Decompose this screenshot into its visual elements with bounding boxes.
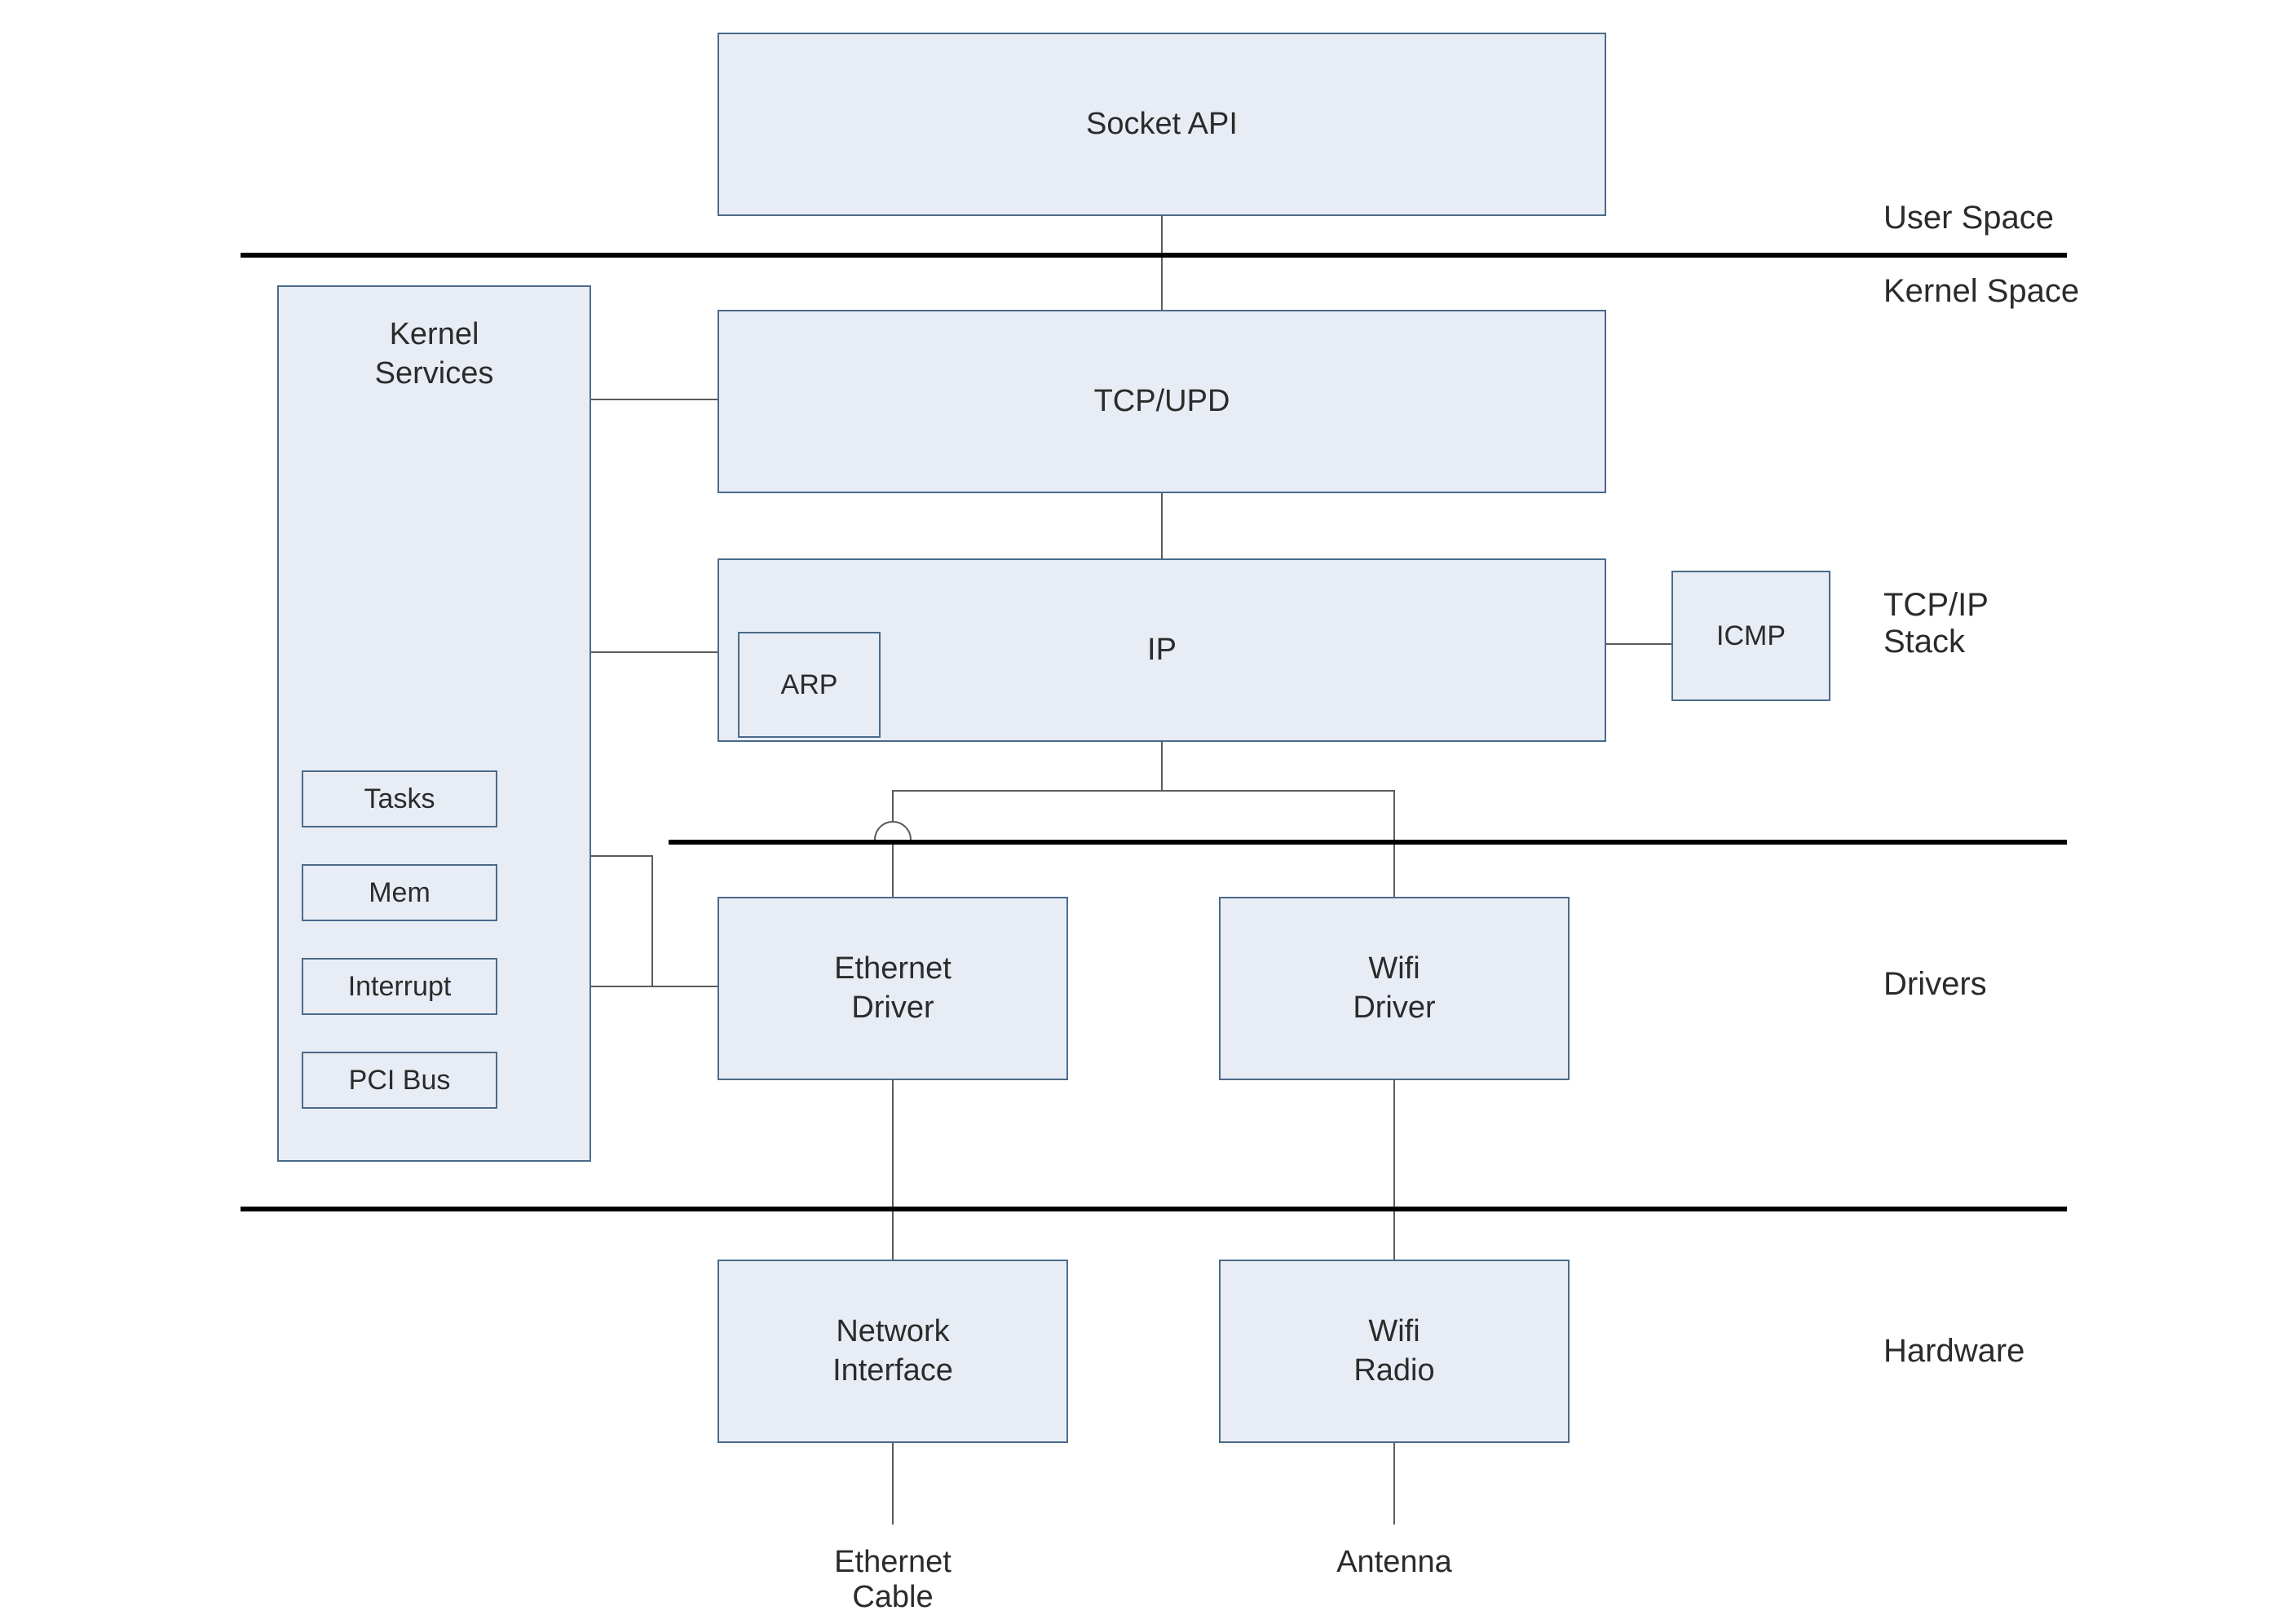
node-icmp-label: ICMP [1716, 619, 1786, 654]
section-label-tcpip_stack: TCP/IP Stack [1883, 587, 1989, 660]
node-wifi_driver-label: Wifi Driver [1353, 950, 1435, 1027]
section-label-kernel_space: Kernel Space [1883, 273, 2079, 310]
node-ip-label: IP [1147, 631, 1177, 670]
node-arp: ARP [738, 632, 881, 738]
section-label-drivers: Drivers [1883, 966, 1987, 1003]
node-wifi_radio: Wifi Radio [1219, 1260, 1570, 1443]
node-mem-label: Mem [369, 876, 430, 911]
node-tcp_udp-label: TCP/UPD [1094, 382, 1230, 421]
divider-1 [669, 840, 2067, 845]
node-interrupt: Interrupt [302, 958, 497, 1015]
node-network_iface-label: Network Interface [832, 1313, 953, 1390]
edge-3 [893, 742, 1162, 897]
node-ethernet_driver-label: Ethernet Driver [834, 950, 952, 1027]
section-label-hardware: Hardware [1883, 1333, 2024, 1370]
node-kernel_services: Kernel Services [277, 285, 591, 1162]
divider-0 [241, 253, 2067, 258]
divider-2 [241, 1207, 2067, 1211]
node-pci_bus: PCI Bus [302, 1052, 497, 1109]
node-tasks-label: Tasks [364, 782, 435, 817]
node-tasks: Tasks [302, 770, 497, 827]
node-mem: Mem [302, 864, 497, 921]
diagram-canvas: Kernel Services IP Socket API TCP/UPD ARP ICM… [0, 0, 2296, 1505]
node-wifi_driver: Wifi Driver [1219, 897, 1570, 1080]
node-pci_bus-label: PCI Bus [349, 1063, 451, 1098]
node-network_iface: Network Interface [718, 1260, 1068, 1443]
node-socket_api: Socket API [718, 33, 1606, 216]
section-label-user_space: User Space [1883, 200, 2054, 236]
terminal-label-antenna: Antenna [1336, 1545, 1452, 1580]
node-interrupt-label: Interrupt [348, 969, 452, 1004]
terminal-label-ethernet_cable: Ethernet Cable [834, 1545, 952, 1615]
node-wifi_radio-label: Wifi Radio [1353, 1313, 1434, 1390]
node-kernel_services-label: Kernel Services [375, 315, 494, 393]
node-ethernet_driver: Ethernet Driver [718, 897, 1068, 1080]
node-socket_api-label: Socket API [1086, 105, 1238, 144]
edge-hop-11 [875, 822, 911, 840]
node-tcp_udp: TCP/UPD [718, 310, 1606, 493]
node-arp-label: ARP [781, 668, 838, 703]
node-icmp: ICMP [1671, 571, 1830, 701]
